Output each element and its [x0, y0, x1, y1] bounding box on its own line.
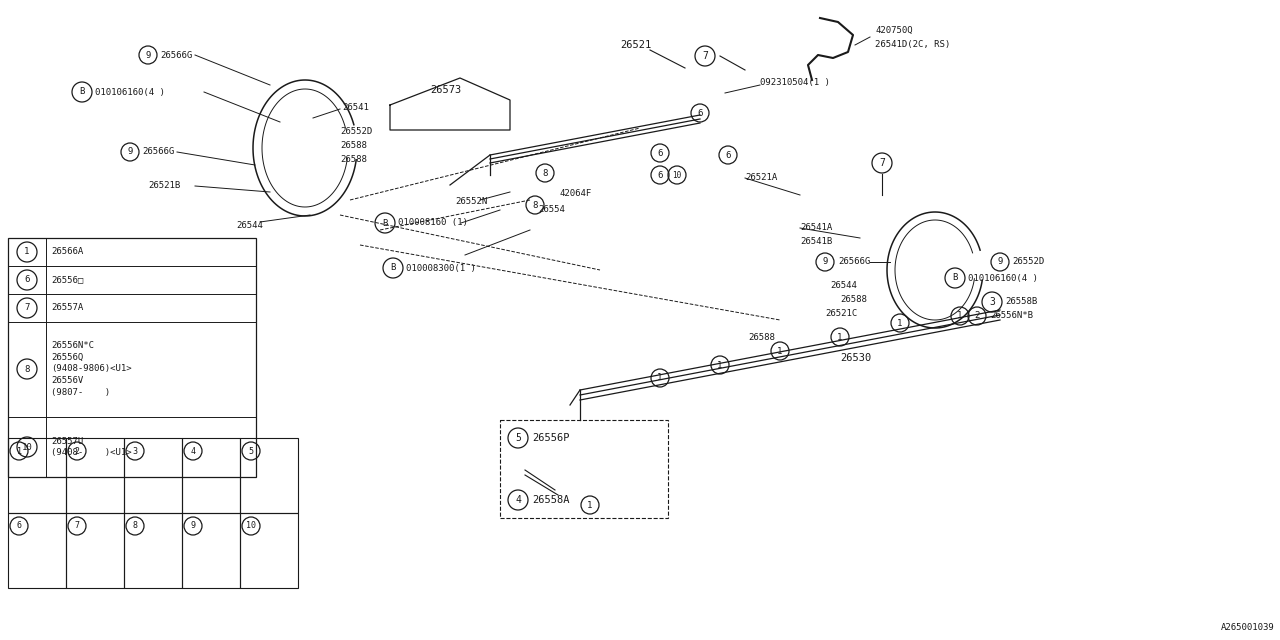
- Text: 26556N*C
26556Q
(9408-9806)<U1>
26556V
(9807-    ): 26556N*C 26556Q (9408-9806)<U1> 26556V (…: [51, 341, 132, 397]
- Text: 26557U
(9408-    )<U1>: 26557U (9408- )<U1>: [51, 436, 132, 458]
- Bar: [67, 513, 124, 588]
- Text: 26521: 26521: [620, 40, 652, 50]
- Text: 26566G: 26566G: [160, 51, 192, 60]
- Text: 1: 1: [837, 333, 842, 342]
- Text: 8: 8: [24, 365, 29, 374]
- Text: 9: 9: [146, 51, 151, 60]
- Text: 2: 2: [974, 312, 979, 321]
- Bar: [8, 513, 67, 588]
- Text: 26541B: 26541B: [800, 237, 832, 246]
- Text: 6: 6: [658, 170, 663, 179]
- Bar: [182, 438, 241, 513]
- Text: 26558A: 26558A: [532, 495, 570, 505]
- Text: 7: 7: [701, 51, 708, 61]
- Text: 26588: 26588: [340, 141, 367, 150]
- Text: 420750Q: 420750Q: [876, 26, 913, 35]
- Bar: [67, 438, 124, 513]
- Text: 26558B: 26558B: [1005, 298, 1037, 307]
- Text: 1: 1: [717, 360, 723, 369]
- Text: 26544: 26544: [236, 221, 262, 230]
- Text: 26521C: 26521C: [826, 310, 858, 319]
- Text: 9: 9: [127, 147, 133, 157]
- Text: 9: 9: [191, 522, 196, 531]
- Text: 1: 1: [957, 312, 963, 321]
- Text: 26566A: 26566A: [51, 248, 83, 257]
- Text: 26557A: 26557A: [51, 303, 83, 312]
- Text: 8: 8: [532, 200, 538, 209]
- Text: 8: 8: [133, 522, 137, 531]
- Text: 2: 2: [74, 447, 79, 456]
- Text: 10: 10: [22, 442, 32, 451]
- Text: 26556P: 26556P: [532, 433, 570, 443]
- Bar: [124, 438, 182, 513]
- Text: 6: 6: [726, 150, 731, 159]
- Text: 1: 1: [588, 500, 593, 509]
- Bar: [182, 513, 241, 588]
- Text: B: B: [79, 88, 84, 97]
- Bar: [500, 420, 668, 518]
- Text: 26566G: 26566G: [838, 257, 870, 266]
- Text: 010106160(4 ): 010106160(4 ): [968, 273, 1038, 282]
- Text: 26556N*B: 26556N*B: [989, 312, 1033, 321]
- Text: 26552D: 26552D: [340, 127, 372, 136]
- Text: 26530: 26530: [840, 353, 872, 363]
- Text: 10: 10: [672, 170, 682, 179]
- Text: 1: 1: [777, 346, 782, 355]
- Text: 26588: 26588: [840, 296, 867, 305]
- Text: 6: 6: [24, 275, 29, 285]
- Text: 6: 6: [658, 148, 663, 157]
- Text: 1: 1: [24, 248, 29, 257]
- Text: 1: 1: [897, 319, 902, 328]
- Text: 10: 10: [246, 522, 256, 531]
- Text: 7: 7: [24, 303, 29, 312]
- Text: B: B: [390, 264, 396, 273]
- Text: 6: 6: [17, 522, 22, 531]
- Text: 010106160(4 ): 010106160(4 ): [95, 88, 165, 97]
- Text: 7: 7: [74, 522, 79, 531]
- Bar: [241, 438, 298, 513]
- Text: 42064F: 42064F: [561, 189, 593, 198]
- Text: 3: 3: [133, 447, 137, 456]
- Bar: [8, 438, 67, 513]
- Text: 26588: 26588: [748, 333, 774, 342]
- Text: 26552D: 26552D: [1012, 257, 1044, 266]
- Text: 010008300(1 ): 010008300(1 ): [406, 264, 476, 273]
- Bar: [8, 238, 256, 477]
- Text: 26541: 26541: [342, 102, 369, 111]
- Text: 26573: 26573: [430, 85, 461, 95]
- Text: 010008160 (1): 010008160 (1): [398, 218, 468, 227]
- Text: 4: 4: [515, 495, 521, 505]
- Bar: [124, 513, 182, 588]
- Text: 26552N: 26552N: [454, 198, 488, 207]
- Text: 26541A: 26541A: [800, 223, 832, 232]
- Text: 1: 1: [658, 374, 663, 383]
- Text: 26521B: 26521B: [148, 182, 180, 191]
- Text: 8: 8: [543, 168, 548, 177]
- Text: 3: 3: [989, 297, 995, 307]
- Text: 26521A: 26521A: [745, 173, 777, 182]
- Text: 4: 4: [191, 447, 196, 456]
- Text: 5: 5: [515, 433, 521, 443]
- Text: 9: 9: [822, 257, 828, 266]
- Text: 7: 7: [879, 158, 884, 168]
- Text: 26556□: 26556□: [51, 275, 83, 285]
- Bar: [241, 513, 298, 588]
- Text: 9: 9: [997, 257, 1002, 266]
- Text: A265001039: A265001039: [1221, 623, 1275, 632]
- Text: 26541D(2C, RS): 26541D(2C, RS): [876, 40, 950, 49]
- Text: 26566G: 26566G: [142, 147, 174, 157]
- Text: 1: 1: [17, 447, 22, 456]
- Text: 26544: 26544: [829, 280, 856, 289]
- Text: 6: 6: [698, 109, 703, 118]
- Text: 26554: 26554: [538, 205, 564, 214]
- Text: 092310504(1 ): 092310504(1 ): [760, 77, 829, 86]
- Text: 26588: 26588: [340, 156, 367, 164]
- Text: B: B: [383, 218, 388, 227]
- Text: 5: 5: [248, 447, 253, 456]
- Text: B: B: [952, 273, 957, 282]
